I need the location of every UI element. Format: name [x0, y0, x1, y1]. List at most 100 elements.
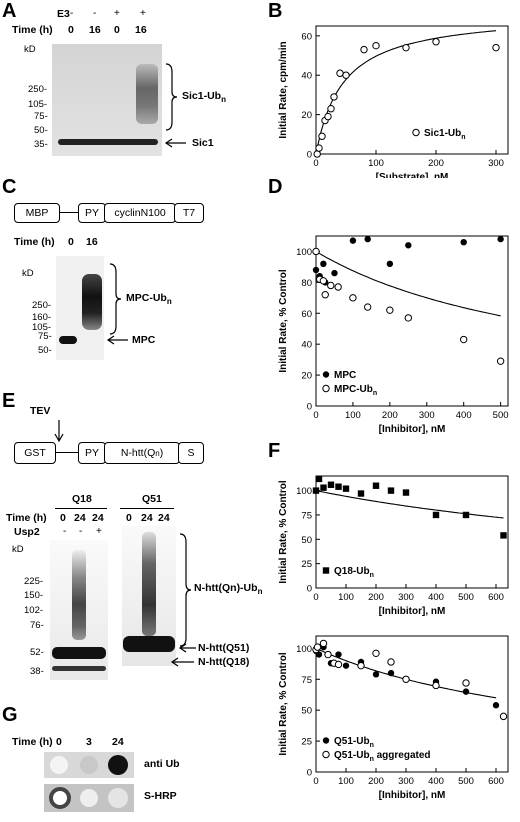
data-point [372, 671, 380, 678]
gel-image-c [56, 256, 104, 360]
y-tick-label: 40 [301, 340, 312, 351]
construct-mbp: MBP [14, 203, 60, 223]
data-point [312, 487, 320, 494]
bracket-c [109, 263, 122, 335]
x-tick-label: 300 [419, 410, 435, 421]
arrow-q18 [170, 657, 194, 667]
marker-105: 105- [32, 322, 52, 333]
mpc-label: MPC [132, 334, 156, 346]
q51-underline [120, 508, 174, 509]
data-point [318, 132, 326, 140]
x-axis-label: [Inhibitor], nM [379, 606, 446, 617]
marker-102: 102- [24, 605, 44, 616]
y-tick-label: 60 [301, 31, 312, 42]
plot-frame [315, 635, 509, 773]
y-tick-label: 100 [296, 644, 312, 655]
kd-label-e: kD [12, 544, 24, 555]
fit-curve [315, 251, 501, 317]
time-value: 24 [141, 512, 153, 524]
y-tick-label: 25 [301, 559, 312, 570]
data-point [349, 294, 357, 302]
time-label-g: Time (h) [12, 736, 53, 748]
x-tick-label: 200 [368, 592, 384, 603]
legend-label: MPC-Ubn [334, 384, 377, 397]
x-axis-label: [Substrate], nM [376, 172, 449, 178]
q51-band [123, 636, 175, 652]
construct-t7: T7 [174, 203, 204, 223]
chart-b: 0 100 200 300 0 20 40 60 [Substrate], nM Initial … [278, 25, 509, 178]
data-point [342, 662, 350, 669]
q18-band [52, 647, 106, 659]
data-point [497, 235, 504, 243]
data-point [324, 650, 332, 659]
y-tick-label: 0 [307, 768, 312, 779]
dot [49, 787, 71, 809]
fit-curve [315, 490, 504, 519]
arrow-sic1 [164, 138, 186, 148]
legend-label: Q18-Ubn [334, 566, 374, 579]
bracket-a [165, 63, 178, 131]
time-value: 24 [74, 512, 86, 524]
legend-label: MPC [334, 370, 356, 381]
data-point [320, 260, 327, 268]
q18-band-label: N-htt(Q18) [198, 656, 250, 668]
x-tick-label: 200 [368, 776, 384, 787]
chart-f-top: 0 100 200 300 400 500 600 0 25 50 75 100 [Inhibitor]… [278, 475, 509, 617]
y-tick-label: 100 [296, 486, 312, 497]
q18-lower-band [52, 666, 106, 671]
y-tick-label: 20 [301, 110, 312, 121]
plot-frame [315, 475, 509, 589]
data-point [313, 643, 322, 651]
legend-marker [322, 384, 330, 393]
data-point [336, 69, 344, 77]
y-tick-label: 20 [301, 371, 312, 382]
data-point [327, 481, 335, 488]
x-axis-label: [Inhibitor], nM [379, 790, 446, 800]
x-tick-label: 500 [458, 776, 474, 787]
data-point [432, 681, 440, 690]
panel-label-g: G [2, 704, 18, 726]
y-tick-label: 100 [296, 247, 312, 258]
construct-s: S [178, 442, 204, 464]
y-axis-label: Initial Rate, % Control [278, 269, 289, 373]
data-point [364, 235, 371, 243]
marker-52: 52- [30, 647, 44, 658]
panel-label-e: E [2, 390, 16, 412]
data-point [315, 144, 323, 152]
data-point [334, 283, 342, 291]
data-point [459, 335, 468, 344]
marker-250: 250- [32, 300, 52, 311]
data-point [315, 475, 323, 483]
x-tick-label: 500 [493, 410, 509, 421]
time-value: 0 [68, 236, 74, 248]
plot-frame [315, 235, 509, 407]
data-point [372, 649, 380, 658]
x-tick-label: 400 [456, 410, 472, 421]
gel-image-a [52, 44, 162, 156]
time-value: 16 [135, 24, 147, 36]
dot [108, 755, 128, 775]
y-tick-label: 0 [307, 402, 312, 413]
data-point [462, 688, 470, 695]
legend-marker [322, 371, 330, 378]
data-point [321, 291, 329, 299]
construct-linker [60, 212, 78, 213]
data-point [342, 71, 350, 79]
data-point [492, 43, 500, 52]
construct-gst: GST [14, 442, 56, 464]
chart-f-bottom: 0 100 200 300 400 500 600 0 25 50 75 100 [Inhibitor]… [278, 635, 509, 800]
data-point [402, 675, 410, 683]
data-point [320, 484, 327, 491]
marker-50: 50- [38, 345, 52, 356]
x-tick-label: 0 [313, 776, 318, 787]
data-point [363, 303, 372, 311]
data-point [312, 266, 320, 274]
x-tick-label: 600 [488, 592, 504, 603]
sic1-band [58, 139, 158, 145]
data-point [405, 242, 412, 249]
data-point [432, 511, 440, 519]
data-point [492, 702, 500, 709]
panel-label-d: D [268, 176, 283, 198]
y-tick-label: 60 [301, 309, 312, 320]
usp2-label: Usp2 [14, 526, 40, 538]
